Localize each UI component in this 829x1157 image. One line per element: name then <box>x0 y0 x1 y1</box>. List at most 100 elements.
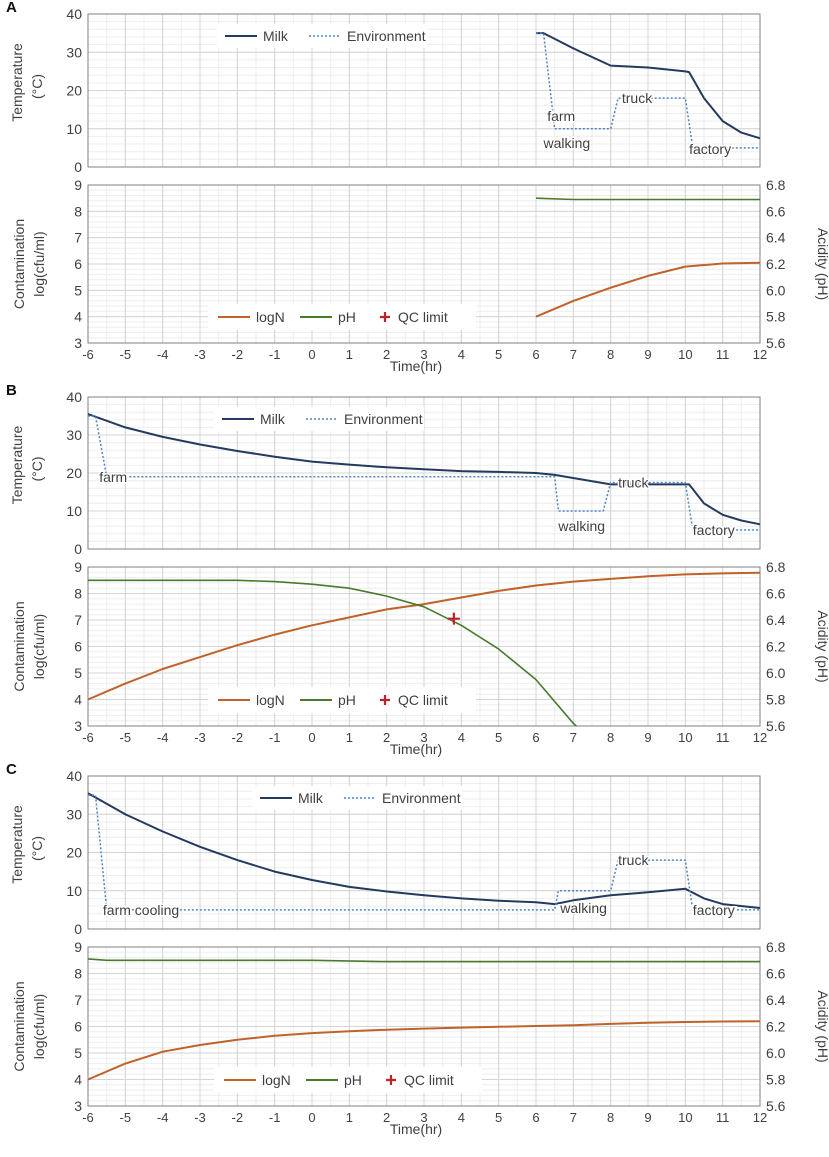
y-tick-label: 4 <box>74 309 82 325</box>
annotation-label: walking <box>542 135 590 151</box>
plot-border <box>87 13 761 168</box>
legend-pH-label: pH <box>338 692 356 708</box>
x-tick-label: 7 <box>570 1110 577 1125</box>
legend-milk-label: Milk <box>298 790 324 806</box>
legend-temperature: Milk Environment <box>252 786 462 810</box>
series-pH <box>88 579 577 727</box>
x-tick-label: -4 <box>157 1110 169 1125</box>
x-tick-label: 4 <box>458 730 465 745</box>
y-tick-label: 7 <box>74 612 82 628</box>
y2-tick-label: 6.0 <box>766 665 786 681</box>
annotation-label: walking <box>557 518 605 534</box>
legend-temperature: Milk Environment <box>217 24 427 48</box>
annotation-label: farm cooling <box>103 902 179 918</box>
legend-logN-label: logN <box>262 1072 291 1088</box>
x-tick-label: 2 <box>383 1110 390 1125</box>
x-tick-label: -5 <box>120 347 132 362</box>
y-axis-title: Temperature <box>9 425 25 504</box>
legend-qc-swatch <box>380 695 390 705</box>
y2-tick-label: 5.8 <box>766 1072 786 1088</box>
x-tick-label: -6 <box>82 1110 94 1125</box>
y-tick-label: 6 <box>74 1019 82 1035</box>
annotation-label: factory <box>693 522 735 538</box>
annotation-label: factory <box>689 141 731 157</box>
legend-bg <box>214 1067 482 1093</box>
y-tick-label: 20 <box>66 845 82 861</box>
panel-label: A <box>6 0 17 16</box>
y2-tick-label: 6.8 <box>766 559 786 575</box>
legend-temperature: Milk Environment <box>214 407 424 431</box>
y-tick-label: 6 <box>74 256 82 272</box>
x-tick-label: 2 <box>383 347 390 362</box>
y-tick-label: 7 <box>74 230 82 246</box>
x-tick-label: 6 <box>532 1110 539 1125</box>
y-tick-label: 40 <box>66 768 82 784</box>
plot-border <box>87 184 761 344</box>
y2-tick-label: 5.6 <box>766 1098 786 1114</box>
legend-milk-label: Milk <box>260 411 286 427</box>
y-tick-label: 40 <box>66 389 82 405</box>
y-tick-label: 3 <box>74 718 82 734</box>
x-tick-label: -6 <box>82 730 94 745</box>
x-tick-label: 3 <box>420 347 427 362</box>
x-tick-label: 5 <box>495 347 502 362</box>
y-tick-label: 8 <box>74 586 82 602</box>
legend-qc-swatch <box>380 312 390 322</box>
y2-tick-label: 6.4 <box>766 230 786 246</box>
y-tick-label: 5 <box>74 282 82 298</box>
x-tick-label: -3 <box>194 730 206 745</box>
y2-tick-label: 6.0 <box>766 282 786 298</box>
x-tick-label: 5 <box>495 1110 502 1125</box>
x-tick-label: 8 <box>607 347 614 362</box>
legend-qc-swatch <box>386 1075 396 1085</box>
y-tick-label: 9 <box>74 559 82 575</box>
series-milk <box>536 32 761 140</box>
annotation-label: truck <box>618 852 649 868</box>
y-axis-title-unit: (°C) <box>29 836 45 861</box>
x-tick-label: 12 <box>753 347 767 362</box>
legend-logN-label: logN <box>256 692 285 708</box>
y-tick-label: 10 <box>66 883 82 899</box>
series-logN <box>87 1020 761 1081</box>
x-tick-label: 8 <box>607 730 614 745</box>
y-axis-title: Temperature <box>9 805 25 884</box>
legend-qc-label: QC limit <box>398 309 448 325</box>
legend-contamination: logN pH QC limit <box>214 1067 482 1093</box>
y-tick-label: 0 <box>74 921 82 937</box>
y-tick-label: 30 <box>66 427 82 443</box>
annotation-label: farm <box>99 469 127 485</box>
annotation-label: farm <box>547 108 575 124</box>
x-tick-label: 8 <box>607 1110 614 1125</box>
legend-environment-label: Environment <box>344 411 423 427</box>
y-tick-label: 5 <box>74 1045 82 1061</box>
y-axis-title: Contamination <box>11 981 27 1071</box>
y-axis-title-unit: log(cfu/ml) <box>31 614 47 679</box>
y-tick-label: 40 <box>66 6 82 22</box>
x-tick-label: 9 <box>644 730 651 745</box>
annotation-label: truck <box>622 90 653 106</box>
y-tick-label: 7 <box>74 992 82 1008</box>
x-tick-label: 10 <box>678 730 692 745</box>
x-tick-label: -2 <box>232 730 244 745</box>
contamination-chart: 3 4 5 6 7 8 9 5.6 5.8 6.0 6.2 6.4 6.6 6.8 Contaminatio… <box>11 939 829 1137</box>
y-tick-label: 20 <box>66 465 82 481</box>
y2-tick-label: 6.6 <box>766 203 786 219</box>
x-tick-label: 4 <box>458 347 465 362</box>
x-tick-label: -5 <box>120 1110 132 1125</box>
series-milk <box>87 792 761 909</box>
plot-border <box>87 396 761 550</box>
x-tick-label: 3 <box>420 730 427 745</box>
x-tick-label: 0 <box>308 730 315 745</box>
temperature-chart: 0 10 20 30 40 Temperature (°C) Milk Environment f… <box>9 768 761 937</box>
x-tick-label: -6 <box>82 347 94 362</box>
series-logN <box>535 261 761 318</box>
y-axis-title: Contamination <box>11 219 27 309</box>
x-tick-label: 7 <box>570 730 577 745</box>
series-pH <box>535 197 760 201</box>
y-axis-title-unit: log(cfu/ml) <box>31 994 47 1059</box>
y-tick-label: 9 <box>74 939 82 955</box>
legend-milk-label: Milk <box>263 28 289 44</box>
panel-label: C <box>6 761 17 778</box>
legend-qc-label: QC limit <box>398 692 448 708</box>
